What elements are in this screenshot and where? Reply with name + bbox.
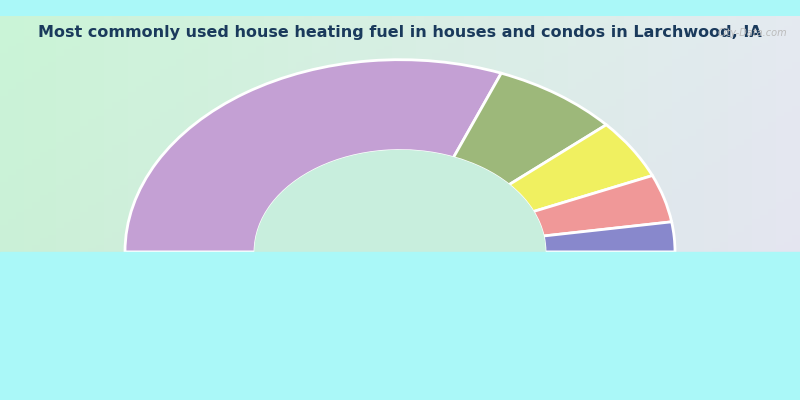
Wedge shape (533, 176, 672, 236)
Polygon shape (0, 252, 800, 348)
Wedge shape (509, 125, 652, 212)
Polygon shape (255, 150, 545, 252)
Wedge shape (543, 222, 675, 252)
Text: Most commonly used house heating fuel in houses and condos in Larchwood, IA: Most commonly used house heating fuel in… (38, 25, 762, 40)
Wedge shape (125, 60, 502, 252)
Text: City-Data.com: City-Data.com (718, 28, 787, 38)
Wedge shape (454, 73, 606, 185)
